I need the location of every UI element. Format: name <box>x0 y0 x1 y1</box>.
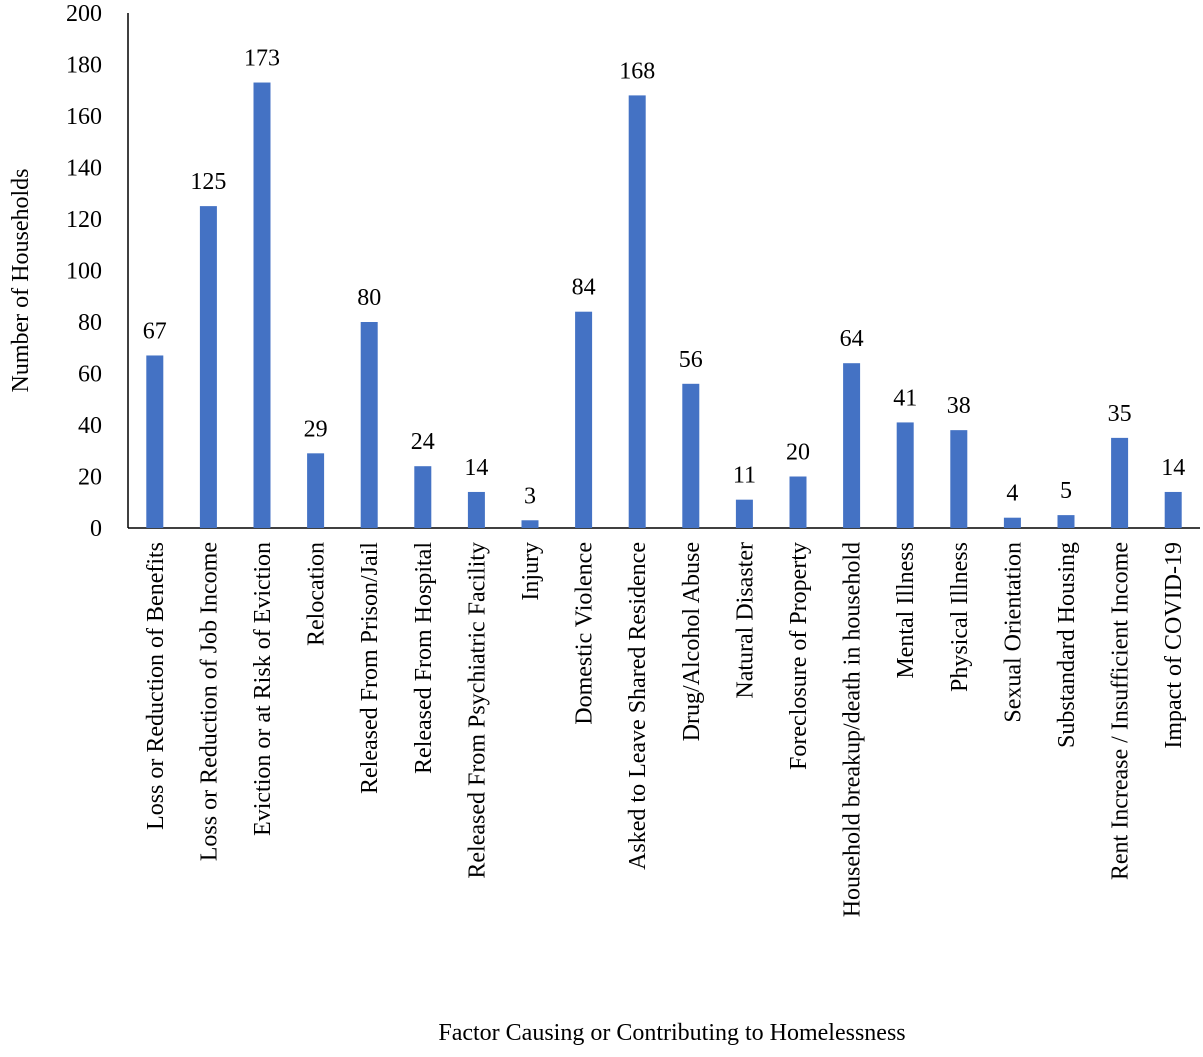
bar <box>1164 491 1182 528</box>
category-label: Asked to Leave Shared Residence <box>625 542 651 870</box>
category-label: Foreclosure of Property <box>786 542 812 770</box>
y-tick-label: 60 <box>78 362 102 388</box>
data-label: 64 <box>840 326 864 352</box>
bars <box>146 82 1182 529</box>
x-axis-title: Factor Causing or Contributing to Homele… <box>438 1020 905 1046</box>
y-tick-label: 200 <box>66 1 102 27</box>
data-label: 24 <box>411 429 435 455</box>
y-axis-title: Number of Households <box>8 169 34 393</box>
bar <box>789 476 807 528</box>
bar <box>199 206 217 528</box>
category-label: Relocation <box>304 542 330 646</box>
bar <box>735 499 753 528</box>
data-label: 14 <box>1161 455 1185 481</box>
bar <box>682 383 700 528</box>
category-label: Mental Illness <box>893 542 919 679</box>
category-label: Released From Psychiatric Facility <box>464 542 490 879</box>
category-label: Eviction or at Risk of Eviction <box>250 542 276 836</box>
data-label: 56 <box>679 347 703 373</box>
y-tick-label: 100 <box>66 259 102 285</box>
data-label: 11 <box>733 463 756 489</box>
data-label: 41 <box>893 385 917 411</box>
category-label: Rent Increase / Insufficient Income <box>1108 542 1134 880</box>
bar <box>307 453 325 528</box>
bar <box>253 82 271 529</box>
data-label: 3 <box>524 483 536 509</box>
bar <box>575 311 593 528</box>
bar <box>843 363 861 528</box>
y-tick-label: 180 <box>66 53 102 79</box>
bar <box>628 95 646 529</box>
data-label: 4 <box>1006 481 1018 507</box>
category-label: Sexual Orientation <box>1000 542 1026 723</box>
data-label: 5 <box>1060 478 1072 504</box>
category-label: Domestic Violence <box>572 542 598 725</box>
category-label: Released From Hospital <box>411 542 437 774</box>
data-label: 38 <box>947 393 971 419</box>
bar <box>146 355 164 528</box>
category-label: Injury <box>518 542 544 601</box>
category-label: Substandard Housing <box>1054 542 1080 748</box>
data-label: 67 <box>143 318 167 344</box>
bar <box>1003 517 1021 528</box>
data-label: 80 <box>357 285 381 311</box>
y-axis: 0 20 40 60 80 100 120 140 160 180 200 <box>66 1 129 542</box>
category-label: Natural Disaster <box>732 542 758 699</box>
y-tick-label: 160 <box>66 104 102 130</box>
y-tick-label: 80 <box>78 310 102 336</box>
y-tick-label: 140 <box>66 156 102 182</box>
bar <box>950 430 968 528</box>
category-label: Physical Illness <box>947 542 973 692</box>
category-label: Released From Prison/Jail <box>357 542 383 794</box>
bar <box>521 520 539 528</box>
data-label: 35 <box>1108 401 1132 427</box>
bar <box>360 322 378 528</box>
bar <box>414 466 432 528</box>
category-label: Loss or Reduction of Job Income <box>196 542 222 861</box>
category-label: Drug/Alcohol Abuse <box>679 542 705 741</box>
y-tick-label: 40 <box>78 413 102 439</box>
bar <box>896 422 914 528</box>
y-tick-label: 120 <box>66 207 102 233</box>
category-label: Household breakup/death in household <box>840 542 866 917</box>
y-tick-label: 20 <box>78 465 102 491</box>
data-label: 20 <box>786 440 810 466</box>
bar <box>467 491 485 528</box>
category-label: Impact of COVID-19 <box>1161 542 1187 749</box>
data-label: 125 <box>190 169 226 195</box>
data-label: 14 <box>464 455 488 481</box>
data-label: 168 <box>619 58 655 84</box>
data-label: 29 <box>304 416 328 442</box>
category-labels: Loss or Reduction of Benefits Loss or Red… <box>143 542 1187 918</box>
y-tick-label: 0 <box>90 516 102 542</box>
data-label: 173 <box>244 46 280 72</box>
category-label: Loss or Reduction of Benefits <box>143 542 169 830</box>
bar <box>1057 515 1075 528</box>
bar <box>1111 437 1129 528</box>
data-label: 84 <box>572 275 596 301</box>
